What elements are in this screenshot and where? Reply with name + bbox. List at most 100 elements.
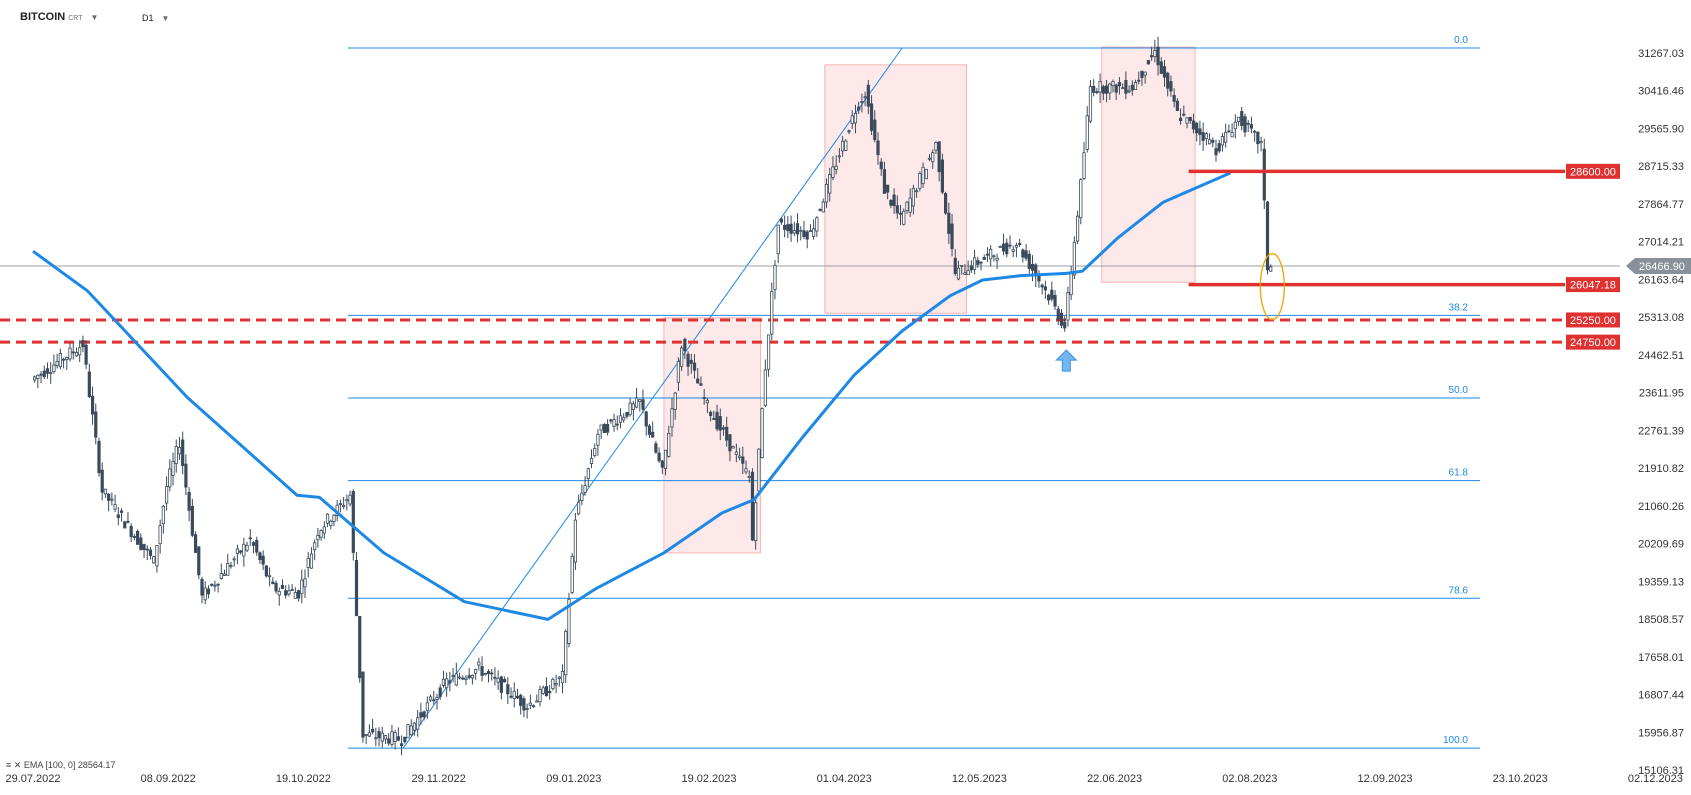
candles <box>33 36 1273 756</box>
y-tick-label: 15956.87 <box>1638 727 1684 739</box>
candle <box>763 369 767 406</box>
highlight-zone <box>824 64 968 314</box>
symbol-suffix: CRT <box>68 15 83 22</box>
candle <box>470 675 475 679</box>
candle <box>319 530 323 538</box>
candle <box>1249 124 1254 129</box>
highlight-zone <box>663 317 762 554</box>
candle <box>502 679 507 683</box>
candle <box>512 690 516 699</box>
candle <box>1230 132 1234 138</box>
candle <box>396 736 400 741</box>
candle <box>332 514 336 523</box>
candle <box>647 425 652 435</box>
candle <box>673 392 677 411</box>
candle <box>1217 143 1221 152</box>
candle <box>229 565 233 567</box>
candle <box>1075 215 1080 242</box>
candle <box>1082 152 1086 179</box>
candle <box>618 415 623 423</box>
candle <box>1166 72 1170 89</box>
chevron-down-icon: ▼ <box>161 14 170 23</box>
candle <box>956 267 961 280</box>
candle <box>81 340 85 348</box>
candle <box>625 411 629 417</box>
candle <box>258 552 262 560</box>
candle <box>477 661 481 666</box>
candle <box>441 678 446 686</box>
candle <box>1185 117 1189 124</box>
candle <box>548 690 552 694</box>
candle <box>953 257 957 275</box>
candle <box>1211 139 1215 143</box>
fib-level-label: 50.0 <box>1449 385 1469 396</box>
candle <box>702 397 706 399</box>
candle <box>116 514 120 518</box>
candle <box>696 378 700 384</box>
timeframe-selector[interactable]: D1 ▼ <box>142 13 169 23</box>
candle <box>1246 122 1250 125</box>
candle <box>815 217 819 232</box>
candle <box>136 530 140 545</box>
candle <box>1204 133 1208 139</box>
candle <box>522 698 526 711</box>
candle <box>1021 249 1025 258</box>
candle <box>103 488 108 495</box>
candle <box>338 503 343 505</box>
highlight-zone <box>1101 46 1196 283</box>
candle <box>535 700 539 703</box>
candle <box>995 257 999 261</box>
candle <box>850 115 854 124</box>
close-icon[interactable]: ✕ <box>13 760 22 770</box>
symbol-selector[interactable]: BITCOIN CRT ▼ <box>20 11 98 23</box>
candle <box>451 675 455 677</box>
x-tick-label: 09.01.2023 <box>546 773 601 785</box>
candle <box>589 458 594 464</box>
candle <box>65 357 69 361</box>
candle <box>918 173 922 189</box>
candle <box>1098 81 1102 93</box>
candle <box>837 155 841 158</box>
candle <box>113 504 117 510</box>
x-tick-label: 08.09.2022 <box>141 773 196 785</box>
candle <box>538 689 542 703</box>
candle <box>1108 83 1112 94</box>
menu-icon[interactable]: ≡ <box>6 760 12 770</box>
candle <box>184 463 188 488</box>
y-tick-label: 30416.46 <box>1638 86 1684 98</box>
candle <box>377 730 381 739</box>
level-tag-bg <box>1566 277 1620 293</box>
candle <box>612 419 616 427</box>
candle <box>757 448 761 492</box>
candle <box>840 140 845 152</box>
candle <box>670 408 674 428</box>
x-tick-label: 19.10.2022 <box>276 773 331 785</box>
candle <box>261 555 265 565</box>
candle <box>219 573 223 580</box>
candle <box>358 615 362 679</box>
candle <box>725 426 729 441</box>
candle <box>947 212 951 234</box>
candle <box>181 439 185 466</box>
candle <box>908 197 912 213</box>
y-tick-label: 27864.77 <box>1638 199 1684 211</box>
candle <box>1001 243 1006 252</box>
candle <box>1162 66 1167 78</box>
candle <box>1104 85 1109 94</box>
candle <box>300 579 304 595</box>
candle <box>1143 71 1147 76</box>
y-tick-label: 17658.01 <box>1638 652 1684 664</box>
candle <box>406 723 410 739</box>
candle <box>432 699 436 702</box>
candle <box>718 416 722 431</box>
candle <box>187 491 191 511</box>
candle <box>1063 322 1067 329</box>
candle <box>36 374 40 379</box>
candle <box>1169 81 1173 92</box>
candle <box>786 224 790 232</box>
candle <box>1030 263 1035 271</box>
candle <box>699 383 703 386</box>
candle <box>580 492 584 502</box>
candle <box>528 702 532 706</box>
